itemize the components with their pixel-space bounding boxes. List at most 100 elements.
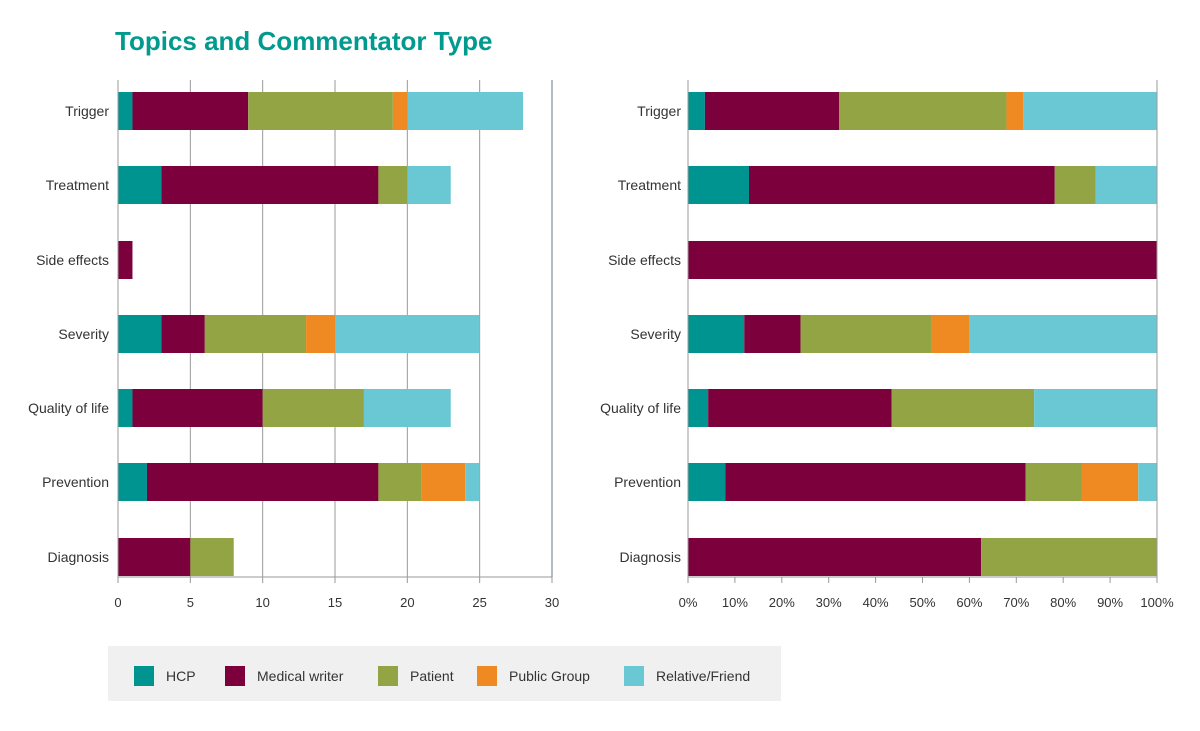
count-bar-diagnosis-medical-writer bbox=[118, 538, 191, 576]
percent-x-tick-label: 10% bbox=[722, 595, 748, 610]
legend-swatch-hcp bbox=[134, 666, 154, 686]
legend-swatch-relative-friend bbox=[624, 666, 644, 686]
percent-x-tick-label: 100% bbox=[1140, 595, 1174, 610]
percent-bar-trigger-medical-writer bbox=[704, 92, 840, 130]
percent-bar-diagnosis-patient bbox=[981, 538, 1157, 576]
percent-bar-trigger-patient bbox=[839, 92, 1007, 130]
percent-bar-quality-of-life-hcp bbox=[688, 389, 709, 427]
percent-bar-trigger-public-group bbox=[1006, 92, 1024, 130]
percent-category-label-side-effects: Side effects bbox=[608, 252, 681, 268]
count-bar-treatment-relative-friend bbox=[407, 166, 451, 204]
percent-bar-quality-of-life-medical-writer bbox=[708, 389, 892, 427]
legend-item-relative-friend: Relative/Friend bbox=[624, 666, 750, 686]
percent-bar-severity-patient bbox=[800, 315, 932, 353]
count-bar-quality-of-life-patient bbox=[262, 389, 364, 427]
percent-x-tick-label: 90% bbox=[1097, 595, 1123, 610]
percent-category-label-quality-of-life: Quality of life bbox=[600, 400, 681, 416]
percent-bar-severity-hcp bbox=[688, 315, 745, 353]
legend-label-public-group: Public Group bbox=[509, 668, 590, 684]
percent-x-tick-label: 20% bbox=[769, 595, 795, 610]
percent-bar-treatment-medical-writer bbox=[748, 166, 1055, 204]
percent-bar-treatment-relative-friend bbox=[1095, 166, 1157, 204]
legend-item-public-group: Public Group bbox=[477, 666, 590, 686]
count-bar-treatment-patient bbox=[378, 166, 408, 204]
count-category-label-prevention: Prevention bbox=[42, 474, 109, 490]
legend-item-patient: Patient bbox=[378, 666, 454, 686]
legend-label-patient: Patient bbox=[410, 668, 454, 684]
count-x-tick-label: 15 bbox=[328, 595, 342, 610]
count-x-tick-label: 30 bbox=[545, 595, 559, 610]
percent-bar-prevention-relative-friend bbox=[1138, 463, 1157, 501]
count-bar-severity-medical-writer bbox=[161, 315, 205, 353]
count-category-label-side-effects: Side effects bbox=[36, 252, 109, 268]
percent-bar-diagnosis-medical-writer bbox=[688, 538, 982, 576]
legend-label-medical-writer: Medical writer bbox=[257, 668, 344, 684]
count-category-label-treatment: Treatment bbox=[46, 177, 109, 193]
count-x-tick-label: 20 bbox=[400, 595, 414, 610]
count-bar-treatment-medical-writer bbox=[161, 166, 379, 204]
percent-x-tick-label: 80% bbox=[1050, 595, 1076, 610]
percent-category-label-trigger: Trigger bbox=[637, 103, 681, 119]
percent-bar-prevention-medical-writer bbox=[725, 463, 1026, 501]
count-bar-prevention-hcp bbox=[118, 463, 147, 501]
percent-x-tick-label: 30% bbox=[816, 595, 842, 610]
count-bar-trigger-medical-writer bbox=[132, 92, 249, 130]
count-bar-side-effects-medical-writer bbox=[118, 241, 133, 279]
percent-bar-severity-medical-writer bbox=[744, 315, 801, 353]
count-x-tick-label: 5 bbox=[187, 595, 194, 610]
count-x-tick-label: 10 bbox=[255, 595, 269, 610]
count-bar-prevention-public-group bbox=[421, 463, 466, 501]
percent-x-tick-label: 70% bbox=[1003, 595, 1029, 610]
count-bar-quality-of-life-hcp bbox=[118, 389, 133, 427]
percent-bar-trigger-hcp bbox=[688, 92, 705, 130]
count-x-tick-label: 25 bbox=[472, 595, 486, 610]
percent-bar-severity-public-group bbox=[931, 315, 970, 353]
count-category-label-quality-of-life: Quality of life bbox=[28, 400, 109, 416]
count-bar-severity-public-group bbox=[306, 315, 335, 353]
percent-category-label-prevention: Prevention bbox=[614, 474, 681, 490]
legend: HCP Medical writer Patient Public Group … bbox=[108, 646, 781, 701]
percent-bar-prevention-public-group bbox=[1081, 463, 1139, 501]
percent-bar-treatment-hcp bbox=[688, 166, 749, 204]
percent-category-label-diagnosis: Diagnosis bbox=[620, 549, 681, 565]
count-x-tick-label: 0 bbox=[114, 595, 121, 610]
percent-x-tick-label: 60% bbox=[956, 595, 982, 610]
legend-swatch-public-group bbox=[477, 666, 497, 686]
percent-bar-trigger-relative-friend bbox=[1023, 92, 1158, 130]
legend-label-hcp: HCP bbox=[166, 668, 196, 684]
count-bar-prevention-patient bbox=[378, 463, 422, 501]
percent-bar-quality-of-life-relative-friend bbox=[1034, 389, 1157, 427]
count-bar-prevention-relative-friend bbox=[465, 463, 480, 501]
legend-item-medical-writer: Medical writer bbox=[225, 666, 343, 686]
count-bar-prevention-medical-writer bbox=[146, 463, 379, 501]
legend-item-hcp: HCP bbox=[134, 666, 196, 686]
percent-bar-side-effects-medical-writer bbox=[688, 241, 1157, 279]
legend-label-relative-friend: Relative/Friend bbox=[656, 668, 751, 684]
count-bar-trigger-patient bbox=[248, 92, 393, 130]
chart-title: Topics and Commentator Type bbox=[115, 26, 493, 56]
percent-bar-prevention-hcp bbox=[688, 463, 726, 501]
count-bar-trigger-hcp bbox=[118, 92, 133, 130]
count-category-label-diagnosis: Diagnosis bbox=[48, 549, 109, 565]
legend-swatch-medical-writer bbox=[225, 666, 245, 686]
percent-x-tick-label: 50% bbox=[909, 595, 935, 610]
count-bar-severity-patient bbox=[204, 315, 307, 353]
count-bar-diagnosis-patient bbox=[190, 538, 234, 576]
count-bar-severity-hcp bbox=[118, 315, 162, 353]
legend-swatch-patient bbox=[378, 666, 398, 686]
chart-area: Trigger Treatment Side effects Severity Qual… bbox=[28, 80, 1174, 610]
percent-bar-quality-of-life-patient bbox=[891, 389, 1035, 427]
percent-bar-severity-relative-friend bbox=[969, 315, 1157, 353]
percent-x-tick-label: 0% bbox=[679, 595, 698, 610]
count-bar-quality-of-life-medical-writer bbox=[132, 389, 263, 427]
percent-category-label-severity: Severity bbox=[630, 326, 681, 342]
count-category-label-trigger: Trigger bbox=[65, 103, 109, 119]
percent-category-label-treatment: Treatment bbox=[618, 177, 681, 193]
count-bar-quality-of-life-relative-friend bbox=[363, 389, 451, 427]
count-bar-severity-relative-friend bbox=[335, 315, 480, 353]
count-category-label-severity: Severity bbox=[58, 326, 109, 342]
count-bar-treatment-hcp bbox=[118, 166, 162, 204]
count-bar-trigger-public-group bbox=[392, 92, 408, 130]
count-bar-trigger-relative-friend bbox=[407, 92, 524, 130]
percent-bar-treatment-patient bbox=[1054, 166, 1096, 204]
